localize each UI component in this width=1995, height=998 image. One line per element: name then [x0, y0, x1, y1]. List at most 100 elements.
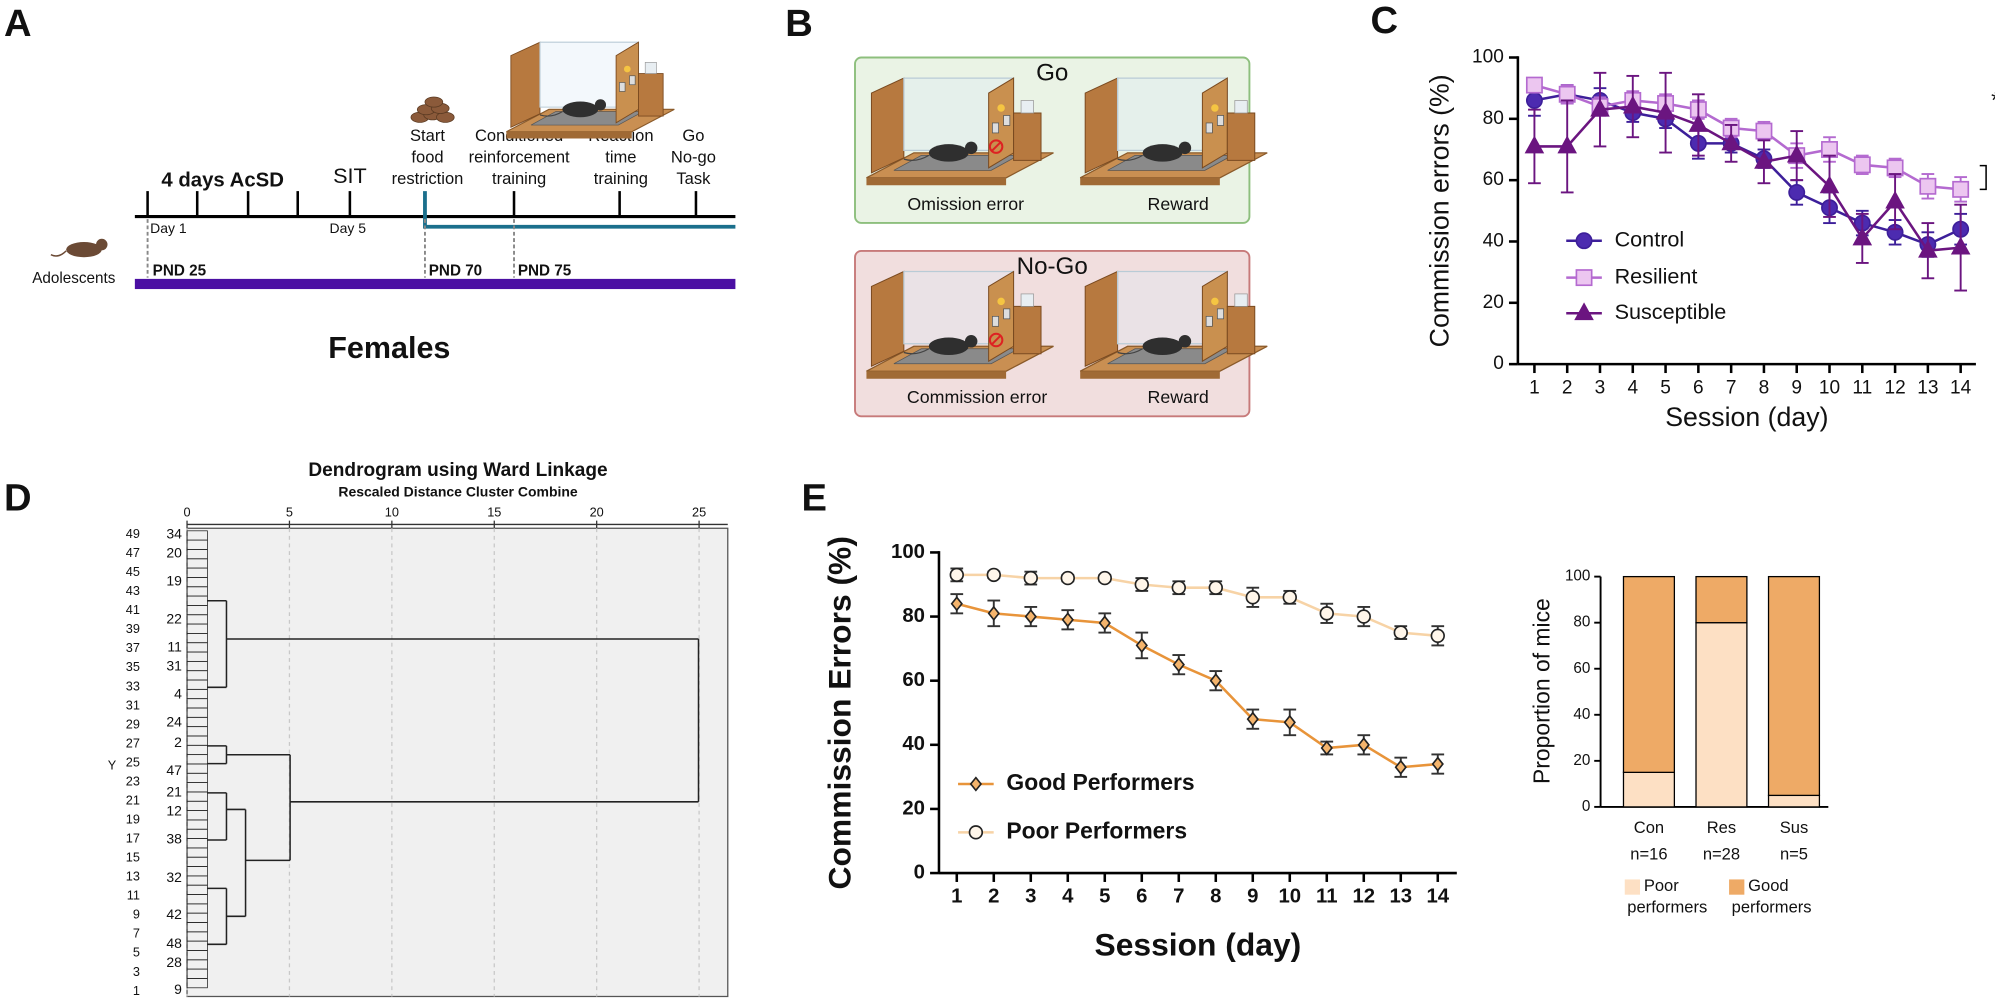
marker	[1574, 302, 1594, 321]
legend-label: Susceptible	[1615, 299, 1727, 324]
legend-label: Poor performers	[1627, 876, 1707, 917]
row-label: 49	[126, 526, 140, 541]
task-caption: Omission error	[907, 194, 1024, 214]
cage-shelf	[1226, 305, 1256, 355]
y-tick-label: 80	[1483, 108, 1504, 129]
cage-shelf	[638, 73, 664, 117]
stage-label: Start	[410, 126, 445, 145]
marker	[1246, 711, 1259, 727]
row-label: 37	[126, 640, 140, 655]
mouse-head	[594, 99, 607, 111]
marker	[1755, 122, 1773, 140]
task-title: No-Go	[1017, 253, 1088, 280]
mouse-tail	[1117, 154, 1143, 161]
mouse-body	[928, 337, 969, 355]
legend-swatch	[1624, 879, 1641, 895]
x-tick-label: 8	[1210, 886, 1221, 908]
x-tick-label: 2	[988, 886, 999, 908]
leaf	[186, 978, 208, 989]
y-tick-label: 20	[902, 797, 925, 819]
case-label: 31	[166, 658, 182, 674]
day-label: Day 5	[330, 220, 367, 236]
x-tick-label: 12	[1884, 377, 1905, 398]
dendrogram-branches	[207, 600, 700, 946]
mouse-tail	[903, 348, 930, 355]
case-label: 42	[166, 906, 182, 922]
prohibit-slash	[991, 334, 1002, 346]
panel-label: C	[1371, 0, 1399, 42]
series-line	[956, 602, 1438, 769]
task-caption: Commission error	[907, 387, 1047, 407]
case-label: 21	[166, 784, 182, 800]
marker	[1575, 269, 1593, 287]
stage-label: food	[411, 147, 443, 166]
y-tick-label: 80	[902, 605, 925, 627]
cage-illustration	[866, 270, 1054, 379]
cage-lever	[1003, 308, 1011, 320]
row-label: 27	[126, 735, 140, 750]
cage-illustration	[1079, 77, 1268, 186]
x-tick-label: 15	[487, 504, 501, 519]
x-tick-label: 9	[1247, 886, 1258, 908]
cage-lever	[992, 122, 999, 134]
prohibit-sign	[988, 332, 1004, 348]
marker	[1098, 615, 1111, 631]
x-tick-label: 5	[1099, 886, 1110, 908]
cage-light	[997, 104, 1005, 112]
x-tick-label: 2	[1562, 377, 1573, 398]
pnd-label: PND 75	[518, 262, 572, 279]
task-title: Go	[1036, 59, 1068, 86]
x-tick-label: 25	[692, 504, 706, 519]
cage-lever	[629, 75, 636, 86]
bar-segment	[1695, 622, 1748, 808]
cage-cup	[1234, 100, 1248, 114]
x-tick-label: 9	[1791, 377, 1802, 398]
plot-area	[186, 527, 729, 998]
marker	[1061, 612, 1074, 628]
x-tick-label: 4	[1627, 377, 1638, 398]
case-label: 19	[166, 572, 182, 588]
y-tick-label: 60	[1483, 169, 1504, 190]
legend-label-line: performers	[1732, 898, 1812, 917]
chart-subtitle: Rescaled Distance Cluster Combine	[338, 483, 578, 499]
y-tick-label: 0	[1582, 798, 1590, 815]
category-note: n=28	[1703, 845, 1740, 864]
x-axis-label: Session (day)	[1095, 926, 1302, 962]
legend-label: Poor Performers	[1006, 817, 1187, 843]
mouse-body	[928, 144, 969, 162]
row-label: 31	[126, 697, 140, 712]
marker	[1431, 756, 1444, 772]
cage-cup	[1020, 100, 1034, 114]
x-tick-label: 5	[286, 504, 293, 519]
x-tick-label: 3	[1025, 886, 1036, 908]
marker	[1788, 183, 1806, 201]
marker	[950, 596, 963, 612]
legend-label-line: Good	[1748, 876, 1793, 895]
marker	[1319, 606, 1334, 621]
subject-label: Adolescents	[32, 270, 115, 287]
x-tick-label: Sus	[1780, 818, 1809, 837]
marker	[1786, 144, 1807, 163]
row-label: 3	[133, 964, 140, 979]
row-label: 33	[126, 678, 140, 693]
restriction-line	[423, 191, 736, 229]
cage-floor-edge	[1080, 371, 1220, 379]
row-label: 39	[126, 621, 140, 636]
mouse-body	[1142, 337, 1183, 355]
row-label: 25	[126, 754, 140, 769]
stage-label: No-go	[671, 147, 716, 166]
bar-segment	[1767, 575, 1821, 797]
prohibit-slash	[991, 141, 1002, 152]
x-tick-label: 11	[1316, 886, 1338, 908]
mouse-tail	[1117, 348, 1143, 355]
marker	[1655, 101, 1676, 120]
cage-floor-edge	[866, 371, 1007, 379]
marker	[1819, 175, 1840, 194]
row-label: 29	[126, 716, 140, 731]
marker	[1320, 740, 1333, 756]
case-label: 38	[166, 831, 182, 847]
y-axis-label: Y	[108, 758, 117, 773]
chart-title: Dendrogram using Ward Linkage	[308, 460, 607, 481]
cage-cup	[1020, 293, 1034, 307]
